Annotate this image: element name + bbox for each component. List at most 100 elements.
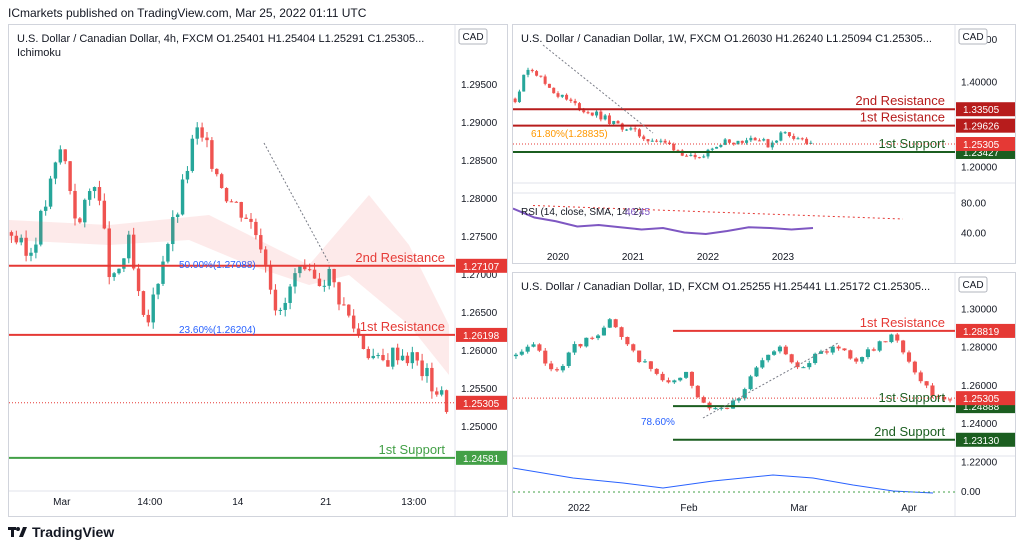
candle-body [783, 132, 787, 134]
candle-body [376, 355, 380, 357]
candle-body [805, 138, 809, 144]
level-price-tag [456, 450, 507, 465]
indicator-label: Ichimoku [17, 47, 62, 59]
candle-body [531, 344, 536, 347]
candle-body [513, 354, 518, 357]
candle-body [366, 348, 371, 359]
candle-body [877, 341, 882, 351]
level-price-label: 1.28819 [963, 327, 1000, 338]
chart-panel-4h[interactable]: U.S. Dollar / Canadian Dollar, 4h, FXCM … [8, 24, 508, 517]
candle-body [569, 99, 573, 101]
candle-body [175, 214, 180, 218]
candle-body [566, 352, 571, 366]
candle-body [689, 371, 694, 386]
published-header: ICmarkets published on TradingView.com, … [8, 6, 367, 20]
currency-label: CAD [962, 32, 983, 43]
chart-title-1w: U.S. Dollar / Canadian Dollar, 1W, FXCM … [521, 33, 932, 45]
x-tick-label: 2020 [547, 252, 570, 263]
fib-label: 61.80%(1.28835) [531, 129, 608, 140]
candle-body [663, 140, 667, 143]
candle-body [543, 76, 547, 84]
candle-body [435, 391, 439, 395]
candle-body [342, 304, 346, 306]
chart-1w-svg[interactable]: 1.500001.400001.200002020202120222023CAD… [513, 25, 1016, 264]
level-name: 2nd Support [874, 424, 945, 439]
rsi-value: 46.45 [625, 207, 650, 218]
candle-body [693, 154, 697, 158]
candle-body [410, 352, 415, 364]
candle-body [792, 136, 796, 139]
candle-body [215, 168, 219, 175]
candle-body [298, 266, 302, 274]
candle-body [141, 291, 146, 315]
current-price-label: 1.25305 [963, 140, 1000, 151]
y-tick-label: 1.22000 [961, 457, 998, 468]
candle-body [796, 138, 800, 140]
oscillator-line [513, 467, 934, 494]
candle-body [766, 354, 771, 361]
candle-body [601, 327, 606, 336]
candle-body [754, 367, 759, 377]
candle-body [824, 351, 829, 353]
candle-body [906, 352, 912, 362]
candle-body [317, 278, 322, 287]
candle-body [672, 144, 676, 151]
candle-body [283, 302, 287, 310]
candle-body [697, 157, 701, 159]
candle-body [871, 349, 876, 351]
candle-body [727, 139, 731, 143]
candle-body [842, 348, 847, 351]
candle-body [889, 334, 894, 343]
candle-body [83, 199, 87, 223]
candle-body [117, 268, 121, 274]
candle-body [136, 268, 141, 292]
candle-body [715, 146, 719, 149]
level-price-label: 1.26198 [463, 331, 500, 342]
level-name: 1st Support [879, 136, 946, 151]
candle-body [249, 218, 253, 222]
candle-body [676, 150, 680, 152]
level-price-label: 1.33505 [963, 105, 1000, 116]
level-name: 1st Support [379, 442, 446, 457]
currency-label: CAD [962, 280, 983, 291]
candle-body [762, 139, 766, 141]
chart-panel-1w[interactable]: U.S. Dollar / Canadian Dollar, 1W, FXCM … [512, 24, 1016, 264]
candle-body [53, 162, 58, 179]
chart-title-1d: U.S. Dollar / Canadian Dollar, 1D, FXCM … [521, 281, 931, 293]
candle-body [695, 385, 700, 398]
candle-body [633, 128, 637, 130]
candle-body [678, 377, 683, 381]
candle-body [560, 365, 565, 371]
level-price-tag [956, 102, 1015, 117]
candle-body [68, 161, 72, 191]
y-tick-label: 1.40000 [961, 78, 998, 89]
fib-label: 78.60% [641, 417, 675, 428]
candle-body [161, 261, 165, 284]
candle-body [660, 373, 665, 381]
candle-body [689, 154, 693, 156]
candle-body [180, 179, 185, 215]
candle-body [307, 269, 312, 271]
candle-body [777, 346, 782, 352]
chart-1d-svg[interactable]: 1.30000 1.28000 1.26000 1.24000 1.22000 2022 F… [513, 273, 1016, 517]
candle-body [625, 336, 630, 345]
candle-body [619, 327, 624, 337]
candle-body [642, 361, 648, 363]
y-tick-label: 1.25500 [461, 384, 498, 395]
candle-body [789, 354, 794, 363]
current-price-label: 1.25305 [463, 399, 500, 410]
candle-body [415, 352, 419, 361]
chart-4h-svg[interactable]: 1.29500 1.29000 1.28500 1.28000 1.27500 1.270… [9, 25, 508, 517]
candle-body [293, 273, 297, 287]
candle-body [87, 191, 92, 200]
candle-body [659, 140, 663, 142]
tradingview-footer[interactable]: TradingView [8, 524, 114, 540]
candle-body [582, 110, 586, 113]
y-tick-label: 1.29000 [461, 118, 498, 129]
candle-body [347, 304, 351, 316]
chart-panel-1d[interactable]: U.S. Dollar / Canadian Dollar, 1D, FXCM … [512, 272, 1016, 517]
candle-body [552, 87, 556, 94]
rsi-y-tick: 80.00 [961, 199, 986, 210]
x-tick-label: 2022 [568, 503, 591, 514]
candle-body [590, 112, 594, 116]
